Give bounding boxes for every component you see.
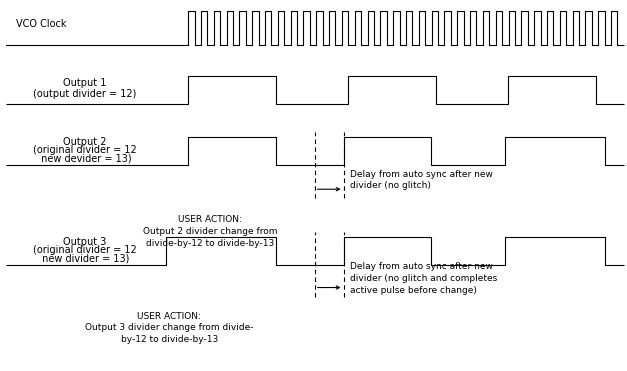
- Text: Output 3: Output 3: [63, 237, 107, 247]
- Text: Delay from auto sync after new
divider (no glitch): Delay from auto sync after new divider (…: [350, 170, 493, 190]
- Text: new devider = 13): new devider = 13): [38, 153, 132, 163]
- Text: (output divider = 12): (output divider = 12): [33, 89, 136, 99]
- Text: Delay from auto sync after new
divider (no glitch and completes
active pulse bef: Delay from auto sync after new divider (…: [350, 262, 497, 295]
- Text: USER ACTION:
Output 2 divider change from
divide-by-12 to divide-by-13: USER ACTION: Output 2 divider change fro…: [143, 215, 277, 248]
- Text: USER ACTION:
Output 3 divider change from divide-
by-12 to divide-by-13: USER ACTION: Output 3 divider change fro…: [85, 312, 253, 344]
- Text: Output 2: Output 2: [63, 137, 107, 147]
- Text: (original divider = 12: (original divider = 12: [33, 145, 137, 155]
- Text: new divider = 13): new divider = 13): [40, 253, 130, 263]
- Text: Output 1: Output 1: [63, 78, 107, 88]
- Text: VCO Clock: VCO Clock: [16, 19, 66, 29]
- Text: (original divider = 12: (original divider = 12: [33, 245, 137, 255]
